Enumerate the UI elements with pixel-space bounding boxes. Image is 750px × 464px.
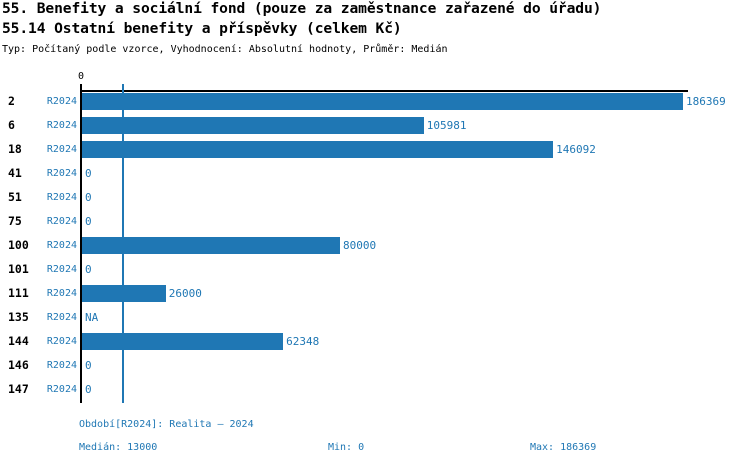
value-label: 146092	[556, 142, 596, 156]
category-label: 75	[8, 214, 22, 228]
series-label: R2024	[46, 95, 77, 107]
x-axis-line	[81, 90, 688, 92]
value-label: 62348	[286, 334, 320, 348]
value-label: 0	[85, 382, 92, 396]
series-label: R2024	[46, 287, 77, 299]
x-axis-zero-tick-mark	[80, 84, 82, 90]
value-label: 0	[85, 358, 92, 372]
value-label: 80000	[343, 238, 377, 252]
series-label: R2024	[46, 263, 77, 275]
report-meta-line: Typ: Počítaný podle vzorce, Vyhodnocení:…	[2, 44, 448, 55]
series-label: R2024	[46, 335, 77, 347]
footer-min: Min: 0	[328, 442, 365, 453]
category-label: 144	[8, 334, 29, 348]
category-label: 111	[8, 286, 29, 300]
category-label: 101	[8, 262, 29, 276]
bar	[82, 284, 166, 302]
value-label: NA	[85, 310, 99, 324]
category-label: 51	[8, 190, 22, 204]
value-label: 26000	[168, 286, 202, 300]
category-label: 100	[8, 238, 29, 252]
y-axis-line	[80, 90, 82, 403]
footer-median: Medián: 13000	[79, 442, 158, 453]
category-label: 18	[8, 142, 22, 156]
value-label: 0	[85, 190, 92, 204]
report-title: 55. Benefity a sociální fond (pouze za z…	[2, 0, 602, 17]
series-label: R2024	[46, 383, 77, 395]
bar	[82, 140, 554, 158]
category-label: 146	[8, 358, 29, 372]
x-axis-zero-tick-label: 0	[77, 71, 85, 82]
category-label: 41	[8, 166, 22, 180]
series-label: R2024	[46, 359, 77, 371]
value-label: 105981	[426, 118, 467, 132]
value-label: 0	[85, 214, 92, 228]
series-label: R2024	[46, 119, 77, 131]
series-label: R2024	[46, 311, 77, 323]
category-label: 135	[8, 310, 29, 324]
category-label: 6	[8, 118, 15, 132]
series-label: R2024	[46, 239, 77, 251]
series-label: R2024	[46, 143, 77, 155]
bar	[82, 236, 340, 254]
series-label: R2024	[46, 167, 77, 179]
value-label: 0	[85, 262, 92, 276]
bar	[82, 116, 424, 134]
bar	[82, 92, 683, 110]
category-label: 147	[8, 382, 29, 396]
series-label: R2024	[46, 191, 77, 203]
value-label: 186369	[686, 94, 726, 108]
report-subtitle: 55.14 Ostatní benefity a příspěvky (celk…	[2, 20, 402, 37]
footer-period: Období[R2024]: Realita – 2024	[79, 419, 254, 430]
value-label: 0	[85, 166, 92, 180]
footer-max: Max: 186369	[530, 442, 597, 453]
bar	[82, 332, 284, 350]
category-label: 2	[8, 94, 15, 108]
series-label: R2024	[46, 215, 77, 227]
